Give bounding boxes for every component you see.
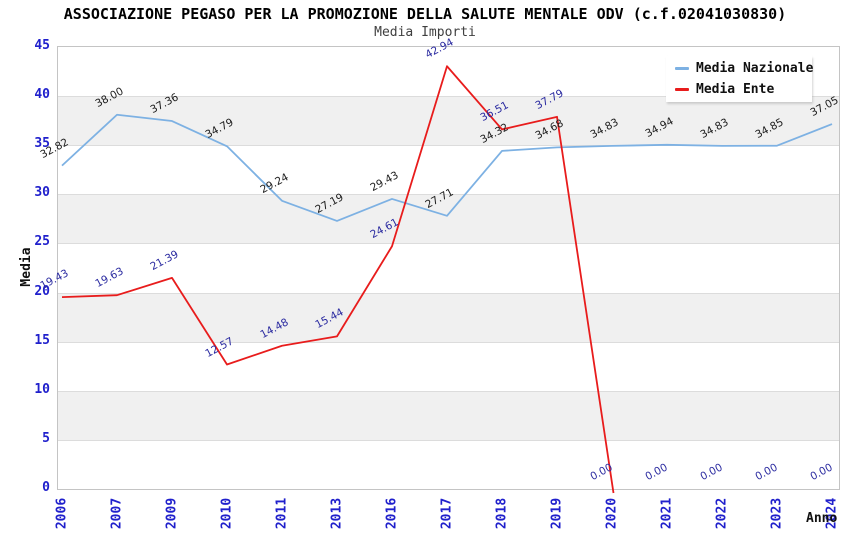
- series-line-media-nazionale: [61, 113, 833, 222]
- gridline: [58, 194, 839, 196]
- plot-area: [57, 46, 840, 490]
- background-band: [58, 194, 839, 244]
- y-tick-label: 20: [34, 283, 50, 299]
- y-tick-label: 15: [34, 332, 50, 348]
- series-line-media-ente: [61, 65, 615, 494]
- legend-item-media-nazionale: Media Nazionale: [675, 61, 814, 77]
- chart-subtitle: Media Importi: [374, 25, 476, 40]
- y-tick-label: 45: [34, 38, 50, 53]
- legend-swatch-ente: [675, 87, 689, 91]
- y-tick-label: 40: [34, 87, 50, 103]
- background-band: [58, 390, 839, 440]
- gridline: [58, 341, 839, 343]
- y-tick-label: 0: [42, 480, 50, 495]
- gridline: [58, 145, 839, 147]
- gridline: [58, 243, 839, 245]
- gridline: [58, 96, 839, 98]
- y-tick-label: 5: [42, 430, 50, 446]
- legend-item-media-ente: Media Ente: [675, 82, 812, 97]
- y-tick-label: 25: [34, 234, 50, 250]
- gridline: [58, 292, 839, 294]
- chart-title: ASSOCIAZIONE PEGASO PER LA PROMOZIONE DE…: [63, 5, 787, 23]
- background-band: [58, 96, 839, 146]
- y-tick-label: 30: [34, 185, 50, 201]
- y-tick-label: 35: [34, 136, 50, 152]
- legend-label: Media Ente: [696, 81, 775, 97]
- legend-label: Media Nazionale: [696, 61, 814, 77]
- x-axis-title: Anno: [806, 511, 838, 526]
- background-band: [58, 292, 839, 342]
- legend-swatch-nazionale: [675, 67, 689, 71]
- y-tick-label: 10: [34, 381, 50, 397]
- legend: Media Nazionale Media Ente: [666, 56, 814, 102]
- gridline: [58, 390, 839, 392]
- gridline: [58, 439, 839, 441]
